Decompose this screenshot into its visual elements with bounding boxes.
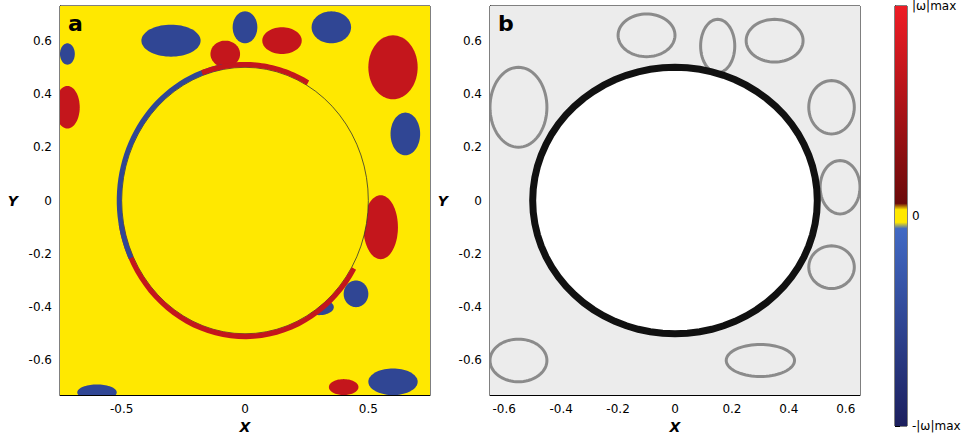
svg-text:0: 0 <box>241 402 249 416</box>
svg-text:0: 0 <box>912 209 920 223</box>
svg-text:0.5: 0.5 <box>359 402 378 416</box>
svg-text:0.4: 0.4 <box>463 87 482 101</box>
svg-text:-0.2: -0.2 <box>459 247 482 261</box>
svg-text:-0.4: -0.4 <box>459 300 482 314</box>
svg-text:-0.6: -0.6 <box>29 353 52 367</box>
svg-text:-0.5: -0.5 <box>110 402 133 416</box>
svg-text:-0.6: -0.6 <box>459 353 482 367</box>
svg-text:0.2: 0.2 <box>463 140 482 154</box>
svg-text:Y: Y <box>8 193 20 209</box>
svg-text:X: X <box>669 419 682 435</box>
svg-text:|ω|max: |ω|max <box>912 0 956 13</box>
svg-text:0.6: 0.6 <box>463 34 482 48</box>
svg-text:-|ω|max: -|ω|max <box>912 419 961 433</box>
svg-text:-0.2: -0.2 <box>606 402 629 416</box>
svg-text:X: X <box>239 419 252 435</box>
svg-text:0: 0 <box>474 194 482 208</box>
svg-text:a: a <box>68 11 83 36</box>
svg-text:0.6: 0.6 <box>33 34 52 48</box>
svg-text:Y: Y <box>438 193 450 209</box>
svg-text:0.4: 0.4 <box>33 87 52 101</box>
svg-text:0.4: 0.4 <box>779 402 798 416</box>
svg-text:0.2: 0.2 <box>33 140 52 154</box>
svg-text:b: b <box>498 11 514 36</box>
svg-text:0.2: 0.2 <box>722 402 741 416</box>
svg-text:-0.4: -0.4 <box>29 300 52 314</box>
svg-text:0: 0 <box>44 194 52 208</box>
svg-text:-0.6: -0.6 <box>493 402 516 416</box>
svg-text:0: 0 <box>671 402 679 416</box>
svg-text:-0.4: -0.4 <box>549 402 572 416</box>
svg-text:0.6: 0.6 <box>836 402 855 416</box>
svg-text:-0.2: -0.2 <box>29 247 52 261</box>
